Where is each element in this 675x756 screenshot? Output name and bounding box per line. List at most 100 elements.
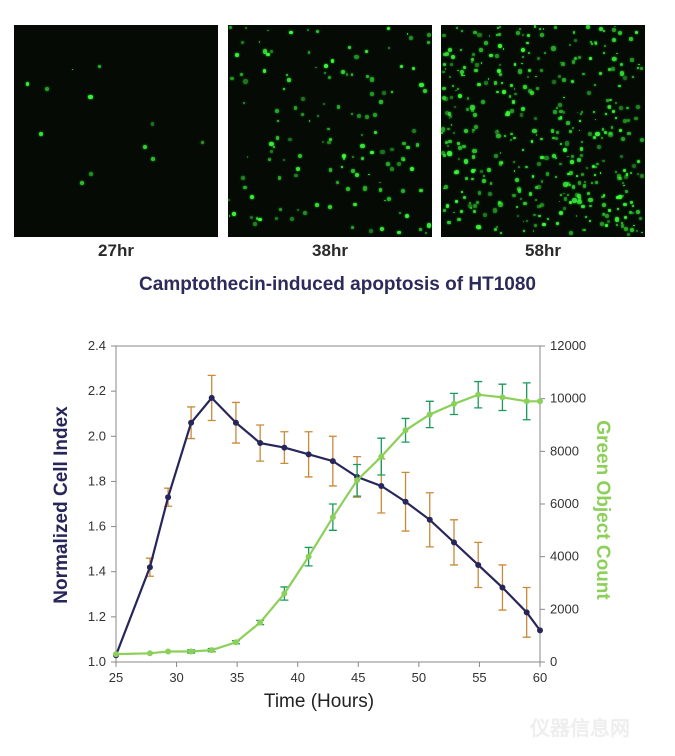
fluorescent-cell [341,70,346,75]
cell-index-point [450,539,457,546]
fluorescent-cell [570,160,574,164]
fluorescent-cell [555,175,558,178]
fluorescent-cell [462,66,467,70]
fluorescent-cell [336,105,341,109]
fluorescent-cell [321,141,325,144]
fluorescent-cell [379,181,381,184]
fluorescent-cell [263,49,268,54]
fluorescent-cell [606,219,611,224]
fluorescent-cell [624,215,628,219]
fluorescent-cell [584,181,587,184]
fluorescent-cell [558,200,561,203]
fluorescent-cell [365,74,370,79]
fluorescent-cell [542,27,545,30]
fluorescent-cell [626,106,629,110]
fluorescent-cell [607,105,612,109]
fluorescent-cell [615,117,617,119]
fluorescent-cell [445,203,450,208]
fluorescent-cell [582,72,585,76]
fluorescent-cell [460,70,465,75]
fluorescent-cell [483,40,488,45]
fluorescent-cell [595,162,599,166]
fluorescent-cell [250,195,255,200]
fluorescent-cell [362,186,368,191]
cell-index-point [188,419,195,426]
fluorescent-cell [602,194,606,198]
fluorescent-cell [487,78,490,80]
fluorescent-cell [556,131,559,134]
fluorescent-cell [406,32,409,35]
green-count-point [499,394,506,401]
fluorescent-cell [526,33,531,38]
fluorescent-cell [38,131,43,136]
fluorescent-cell [585,25,590,30]
fluorescent-cell [268,158,271,161]
fluorescent-cell [512,193,516,198]
fluorescent-cell [521,107,526,112]
fluorescent-cell [98,65,102,69]
fluorescent-cell [595,180,599,184]
fluorescent-cell [501,90,506,94]
fluorescent-cell [406,145,410,149]
fluorescent-cell [480,99,485,104]
fluorescent-cell [521,148,524,151]
fluorescent-cell [552,80,556,84]
fluorescent-cell [379,100,383,104]
fluorescent-cell [556,222,559,225]
fluorescent-cell [456,88,459,90]
fluorescent-cell [555,136,558,140]
fluorescent-cell [532,128,537,134]
fluorescent-cell [551,153,557,159]
fluorescent-cell [550,129,554,133]
fluorescent-cell [368,173,370,176]
fluorescent-cell [88,94,93,99]
fluorescent-cell [308,120,311,122]
fluorescent-cell [315,66,318,69]
fluorescent-cell [277,176,282,181]
fluorescent-cell [555,156,557,159]
fluorescent-cell [370,92,374,97]
fluorescent-cell [498,163,502,167]
fluorescent-cell [511,132,514,135]
cell-index-point [499,584,506,591]
fluorescent-cell [456,26,459,29]
fluorescent-cell [471,177,474,180]
fluorescent-cell [556,106,559,109]
fluorescent-cell [629,227,634,232]
green-count-point [475,391,482,398]
fluorescent-cell [533,223,537,227]
fluorescent-cell [445,110,450,116]
fluorescent-cell [296,208,300,212]
fluorescent-cell [402,142,406,146]
fluorescent-cell [341,166,344,169]
fluorescent-cell [496,226,498,229]
fluorescent-cell [518,166,521,169]
fluorescent-cell [315,29,320,34]
x-tick-label: 25 [109,670,123,685]
fluorescent-cell [568,43,572,47]
fluorescent-cell [342,157,346,160]
fluorescent-cell [327,140,331,145]
fluorescent-cell [620,194,624,198]
fluorescent-cell [531,175,535,178]
fluorescent-cell [269,49,273,53]
fluorescent-cell [539,32,545,38]
fluorescent-cell [581,111,583,113]
fluorescent-cell [241,41,245,45]
fluorescent-cell [594,173,597,176]
fluorescent-cell [572,31,575,34]
green-count-point [146,650,153,657]
fluorescent-cell [294,173,298,178]
fluorescent-cell [618,84,621,87]
fluorescent-cell [448,114,452,118]
fluorescent-cell [526,219,528,222]
fluorescent-cell [614,217,620,222]
fluorescent-cell [594,40,598,44]
fluorescent-cell [240,72,243,76]
fluorescent-cell [590,43,593,46]
fluorescent-cell [631,163,636,169]
fluorescent-cell [475,63,479,67]
fluorescent-cell [578,197,582,201]
fluorescent-cell [442,209,446,212]
fluorescent-cell [150,157,155,162]
